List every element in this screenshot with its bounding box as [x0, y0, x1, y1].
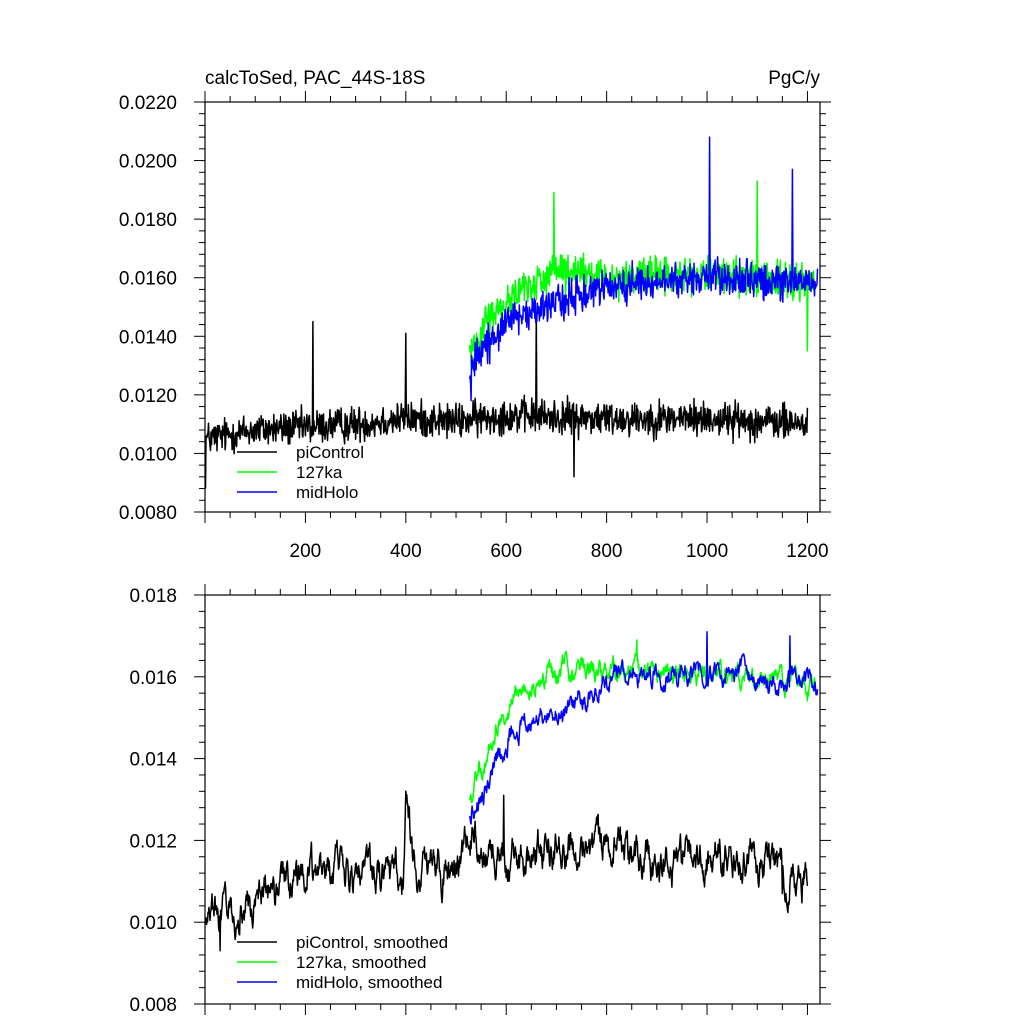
top-series-line-picontrol — [204, 312, 809, 489]
bottom-y-tick-label: 0.014 — [129, 750, 177, 771]
bottom-y-tick-label: 0.010 — [129, 913, 177, 934]
top-panel-units: PgC/y — [768, 68, 820, 89]
top-y-tick-label: 0.0180 — [119, 210, 177, 231]
bottom-plot-frame — [204, 594, 821, 1005]
top-legend-label: midHolo — [296, 483, 358, 502]
top-axes: 200 400 600 800 1000 1200 0.0080 0.0100 0.0120 0.… — [119, 91, 831, 562]
top-y-tick-label: 0.0100 — [119, 444, 177, 465]
top-x-tick-label: 800 — [591, 541, 623, 562]
bottom-y-tick-label: 0.012 — [129, 831, 177, 852]
bottom-panel: 0.008 0.010 0.012 0.014 0.016 0.018 piControl… — [129, 584, 831, 1016]
top-y-tick-label: 0.0200 — [119, 152, 177, 173]
top-y-tick-label: 0.0080 — [119, 503, 177, 524]
bottom-series-group — [204, 631, 819, 952]
bottom-y-tick-label: 0.018 — [129, 586, 177, 607]
top-panel-title: calcToSed, PAC_44S-18S — [205, 68, 425, 89]
top-panel: calcToSed, PAC_44S-18S PgC/y 200 400 600 80… — [119, 68, 831, 562]
top-x-tick-label: 600 — [490, 541, 522, 562]
bottom-axes: 0.008 0.010 0.012 0.014 0.016 0.018 — [129, 584, 831, 1016]
top-y-tick-label: 0.0120 — [119, 386, 177, 407]
bottom-series-line-picontrol — [204, 790, 809, 952]
bottom-series-line-midholo — [468, 631, 819, 825]
bottom-legend-label: 127ka, smoothed — [296, 953, 426, 972]
bottom-y-tick-label: 0.016 — [129, 668, 177, 689]
top-x-tick-label: 400 — [390, 541, 422, 562]
top-x-tick-label: 200 — [290, 541, 322, 562]
top-x-tick-label: 1200 — [786, 541, 828, 562]
top-y-tick-label: 0.0140 — [119, 327, 177, 348]
top-x-tick-label: 1000 — [686, 541, 728, 562]
top-series-group — [204, 136, 819, 489]
bottom-legend-label: piControl, smoothed — [296, 933, 448, 952]
top-legend-label: 127ka — [296, 463, 343, 482]
bottom-y-tick-label: 0.008 — [129, 995, 177, 1016]
top-y-tick-label: 0.0160 — [119, 269, 177, 290]
bottom-legend-label: midHolo, smoothed — [296, 973, 442, 992]
top-plot-frame — [204, 101, 821, 513]
top-y-tick-label: 0.0220 — [119, 93, 177, 114]
top-series-line-midholo — [468, 136, 819, 402]
top-legend-label: piControl — [296, 443, 364, 462]
